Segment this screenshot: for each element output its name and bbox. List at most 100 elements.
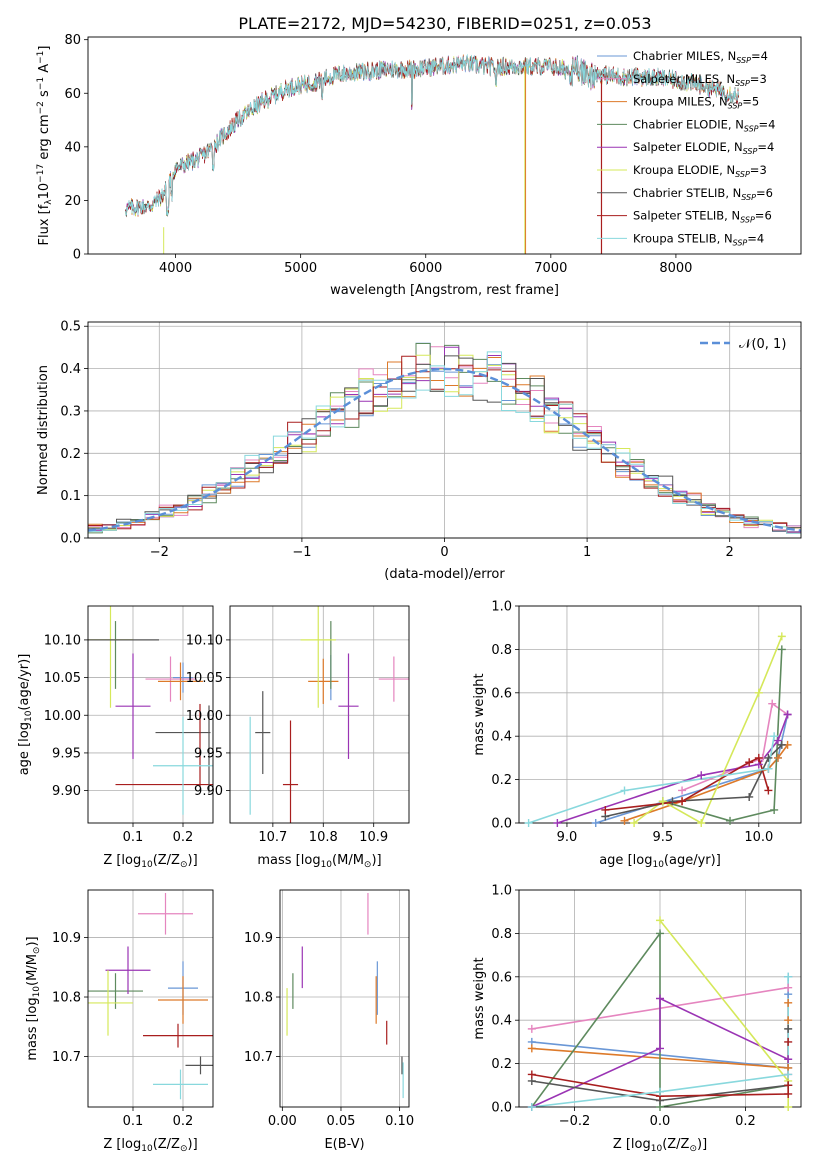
tick-label-y: 10.7 — [244, 1050, 273, 1065]
mass-weight-marker — [678, 797, 687, 806]
tick-label-y: 9.95 — [52, 746, 81, 761]
legend-nssp-sub: SSP — [740, 216, 755, 225]
mass-weight-marker — [527, 1024, 536, 1033]
x-axis-label-part: (Z/Z — [153, 1137, 180, 1152]
x-axis-label-part: ⊙ — [364, 860, 372, 870]
x-axis-label-part: 10 — [141, 860, 153, 870]
axes-frame — [87, 889, 214, 1108]
legend-sep: , — [712, 95, 719, 109]
y-axis-label-part: 10 — [37, 183, 52, 200]
x-axis-label-part: )] — [188, 1137, 198, 1152]
tick-label-x: 0.1 — [123, 830, 144, 845]
x-axis-label: mass [log10(M/M⊙)] — [257, 853, 381, 870]
tick-label-x: 10.0 — [744, 830, 773, 845]
axes-frame — [87, 321, 802, 539]
legend-nssp: N — [726, 72, 735, 86]
legend-eq: = — [742, 95, 752, 109]
tick-label-x: 0.2 — [173, 830, 194, 845]
legend-label: Chabrier MILES — [633, 49, 720, 63]
legend-nssp: N — [719, 95, 728, 109]
mass-weight-marker — [678, 786, 687, 795]
tick-label-y: 10.9 — [52, 931, 81, 946]
legend-nssp-value: 6 — [766, 186, 773, 200]
tick-label-y: 0 — [73, 248, 81, 263]
x-axis-label: Z [log10(Z/Z⊙)] — [103, 1137, 197, 1154]
legend-eq: = — [750, 163, 760, 177]
y-axis-label-part: mass [log — [25, 997, 40, 1060]
histogram-8 — [88, 351, 801, 538]
axes-frame — [87, 36, 802, 255]
mass-weight-marker — [764, 764, 773, 773]
tick-label-x: 6000 — [409, 261, 442, 276]
legend-label: Chabrier ELODIE — [633, 117, 728, 131]
legend-nssp-value: 5 — [752, 95, 759, 109]
tick-label-y: 10.00 — [186, 709, 223, 724]
legend-nssp-sub: SSP — [735, 79, 750, 88]
mass-weight-line-5 — [659, 919, 790, 1107]
tick-label-x: 9.5 — [653, 830, 674, 845]
y-axis-label-part: ⊙ — [32, 947, 42, 955]
mass-weight-marker — [745, 792, 754, 801]
legend-sep: , — [727, 140, 734, 154]
tick-label-x: 9.0 — [557, 830, 578, 845]
tick-label-y: 80 — [64, 33, 81, 48]
legend-label: Kroupa ELODIE — [633, 163, 719, 177]
mass-weight-line-4 — [531, 997, 789, 1107]
plot-area — [88, 892, 213, 1100]
mass-weight-marker — [773, 736, 782, 745]
mass-weight-marker — [764, 753, 773, 762]
tick-label-x: 10.8 — [309, 830, 338, 845]
x-axis-label-part: ⊙ — [180, 1144, 188, 1154]
x-axis-label-part: )] — [188, 853, 198, 868]
legend-label: Salpeter STELIB — [633, 209, 724, 223]
x-axis-label-part: 10 — [651, 1144, 663, 1154]
y-axis-label: mass [log10(M/M⊙)] — [25, 936, 42, 1060]
tick-label-x: 8000 — [659, 261, 692, 276]
legend-nssp: N — [726, 163, 735, 177]
tick-label-y: 1.0 — [491, 884, 512, 899]
legend-nssp-sub: SSP — [744, 124, 759, 133]
x-axis-label-part: mass [log — [257, 853, 320, 868]
x-axis-label: (data-model)/error — [384, 567, 505, 582]
x-axis-label-part: Z [log — [613, 1137, 651, 1152]
tick-label-y: 0.2 — [60, 447, 81, 462]
panel-massweight_Z: −0.2 0.0 0.2 0.0 0.2 0.4 0.6 0.8 1.0 Z [log10(Z/Z… — [472, 884, 802, 1154]
mass-weight-marker — [784, 1024, 793, 1033]
tick-label-y: 10.05 — [44, 671, 81, 686]
mass-weight-marker — [527, 1044, 536, 1053]
legend-sep: , — [725, 186, 732, 200]
y-axis-label: mass weight — [472, 957, 487, 1039]
tick-label-y: 40 — [64, 140, 81, 155]
tick-label-y: 0.6 — [491, 970, 512, 985]
y-axis-label-part: −1 — [36, 51, 46, 64]
legend-nssp-sub: SSP — [733, 238, 748, 247]
plot-area — [88, 342, 801, 538]
y-axis-label-part: Flux [f — [37, 204, 52, 245]
legend-nssp: N — [728, 49, 737, 63]
mass-weight-marker — [601, 805, 610, 814]
tick-label-x: 7000 — [534, 261, 567, 276]
legend-nssp-sub: SSP — [743, 147, 758, 156]
legend-sep: , — [728, 117, 735, 131]
tick-label-x: 0.10 — [385, 1114, 414, 1129]
legend-label: Chabrier STELIB — [633, 186, 725, 200]
tick-label-y: 60 — [64, 87, 81, 102]
tick-label-y: 1.0 — [491, 600, 512, 615]
legend-eq: = — [751, 49, 761, 63]
legend-nssp: N — [735, 117, 744, 131]
mass-weight-line-5 — [633, 636, 783, 823]
x-axis-label-part: )] — [371, 853, 381, 868]
mass-weight-marker — [784, 1089, 793, 1098]
x-axis-label-part: (age/yr)] — [664, 853, 721, 868]
mass-weight-marker — [553, 819, 562, 827]
mass-weight-marker — [777, 740, 786, 749]
legend-eq: = — [750, 72, 760, 86]
legend-nssp-value: 3 — [759, 163, 766, 177]
legend-label: Kroupa MILES — [633, 95, 712, 109]
x-axis-label-part: Z [log — [103, 1137, 141, 1152]
legend-nssp-value: 4 — [768, 117, 775, 131]
x-axis-label-part: age [log — [599, 853, 652, 868]
tick-label-y: 0.4 — [491, 730, 512, 745]
y-axis-label: Flux [fλ10−17 erg cm−2 s−1 A−1] — [36, 46, 54, 246]
tick-label-x: 0 — [440, 545, 448, 560]
